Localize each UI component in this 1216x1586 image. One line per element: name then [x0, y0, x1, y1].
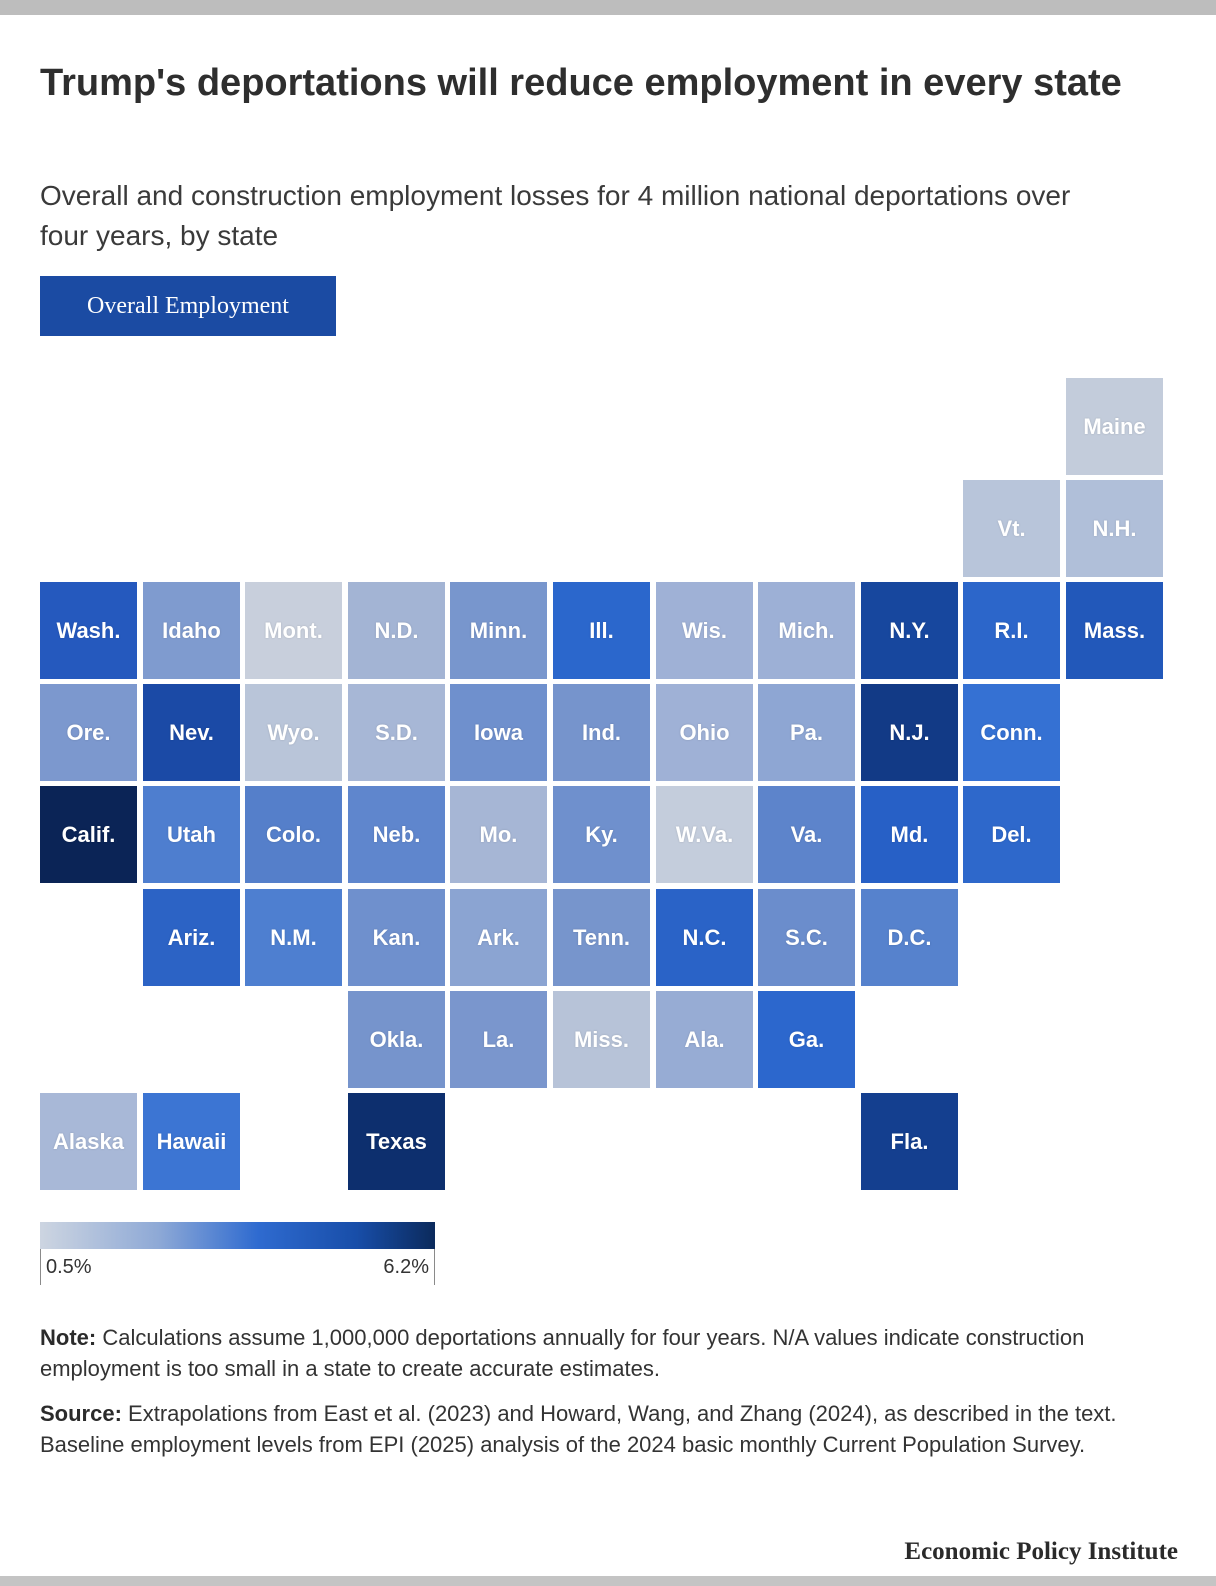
- state-tile-la[interactable]: La.: [450, 991, 547, 1088]
- state-tile-nm[interactable]: N.M.: [245, 889, 342, 986]
- state-tile-ark[interactable]: Ark.: [450, 889, 547, 986]
- state-tile-conn[interactable]: Conn.: [963, 684, 1060, 781]
- state-tile-wis[interactable]: Wis.: [656, 582, 753, 679]
- top-border: [0, 0, 1216, 15]
- state-tile-colo[interactable]: Colo.: [245, 786, 342, 883]
- state-tile-sc[interactable]: S.C.: [758, 889, 855, 986]
- state-tile-del[interactable]: Del.: [963, 786, 1060, 883]
- state-tile-mich[interactable]: Mich.: [758, 582, 855, 679]
- state-tile-pa[interactable]: Pa.: [758, 684, 855, 781]
- state-tile-sd[interactable]: S.D.: [348, 684, 445, 781]
- color-legend: 0.5% 6.2%: [40, 1222, 435, 1286]
- state-tile-wash[interactable]: Wash.: [40, 582, 137, 679]
- legend-max-label: 6.2%: [383, 1256, 429, 1278]
- state-tile-ny[interactable]: N.Y.: [861, 582, 958, 679]
- state-tile-ala[interactable]: Ala.: [656, 991, 753, 1088]
- state-tile-nh[interactable]: N.H.: [1066, 480, 1163, 577]
- state-tile-maine[interactable]: Maine: [1066, 378, 1163, 475]
- state-tile-nj[interactable]: N.J.: [861, 684, 958, 781]
- note: Note: Calculations assume 1,000,000 depo…: [40, 1322, 1160, 1384]
- state-tile-ore[interactable]: Ore.: [40, 684, 137, 781]
- state-tile-map: Maine Vt. N.H. Wash. Idaho Mont. N.D. Minn. Ill.…: [40, 378, 1163, 1190]
- chart-subtitle: Overall and construction employment loss…: [40, 180, 1071, 251]
- state-tile-miss[interactable]: Miss.: [553, 991, 650, 1088]
- note-text: Calculations assume 1,000,000 deportatio…: [40, 1325, 1085, 1381]
- state-tile-ri[interactable]: R.I.: [963, 582, 1060, 679]
- state-tile-iowa[interactable]: Iowa: [450, 684, 547, 781]
- state-tile-ky[interactable]: Ky.: [553, 786, 650, 883]
- state-tile-kan[interactable]: Kan.: [348, 889, 445, 986]
- source-label: Source:: [40, 1401, 122, 1426]
- legend-tick-min: [40, 1249, 41, 1285]
- state-tile-tenn[interactable]: Tenn.: [553, 889, 650, 986]
- state-tile-mont[interactable]: Mont.: [245, 582, 342, 679]
- state-tile-nev[interactable]: Nev.: [143, 684, 240, 781]
- chart-title: Trump's deportations will reduce employm…: [40, 62, 1122, 104]
- state-tile-ariz[interactable]: Ariz.: [143, 889, 240, 986]
- state-tile-va[interactable]: Va.: [758, 786, 855, 883]
- state-tile-alaska[interactable]: Alaska: [40, 1093, 137, 1190]
- state-tile-ind[interactable]: Ind.: [553, 684, 650, 781]
- source-text: Extrapolations from East et al. (2023) a…: [40, 1401, 1117, 1457]
- note-label: Note:: [40, 1325, 97, 1350]
- state-tile-wyo[interactable]: Wyo.: [245, 684, 342, 781]
- state-tile-neb[interactable]: Neb.: [348, 786, 445, 883]
- state-tile-fla[interactable]: Fla.: [861, 1093, 958, 1190]
- state-tile-hawaii[interactable]: Hawaii: [143, 1093, 240, 1190]
- state-tile-dc[interactable]: D.C.: [861, 889, 958, 986]
- state-tile-minn[interactable]: Minn.: [450, 582, 547, 679]
- legend-gradient-bar: [40, 1222, 435, 1249]
- state-tile-mo[interactable]: Mo.: [450, 786, 547, 883]
- state-tile-vt[interactable]: Vt.: [963, 480, 1060, 577]
- bottom-border: [0, 1576, 1216, 1586]
- state-tile-nc[interactable]: N.C.: [656, 889, 753, 986]
- state-tile-nd[interactable]: N.D.: [348, 582, 445, 679]
- state-tile-idaho[interactable]: Idaho: [143, 582, 240, 679]
- legend-tick-max: [434, 1249, 435, 1285]
- state-tile-ga[interactable]: Ga.: [758, 991, 855, 1088]
- legend-min-label: 0.5%: [46, 1256, 92, 1278]
- state-tile-wva[interactable]: W.Va.: [656, 786, 753, 883]
- state-tile-texas[interactable]: Texas: [348, 1093, 445, 1190]
- tab-overall-employment[interactable]: Overall Employment: [40, 276, 336, 336]
- state-tile-ill[interactable]: Ill.: [553, 582, 650, 679]
- state-tile-md[interactable]: Md.: [861, 786, 958, 883]
- state-tile-mass[interactable]: Mass.: [1066, 582, 1163, 679]
- source: Source: Extrapolations from East et al. …: [40, 1398, 1160, 1460]
- state-tile-utah[interactable]: Utah: [143, 786, 240, 883]
- brand-logo-text: Economic Policy Institute: [904, 1538, 1178, 1565]
- state-tile-okla[interactable]: Okla.: [348, 991, 445, 1088]
- state-tile-calif[interactable]: Calif.: [40, 786, 137, 883]
- state-tile-ohio[interactable]: Ohio: [656, 684, 753, 781]
